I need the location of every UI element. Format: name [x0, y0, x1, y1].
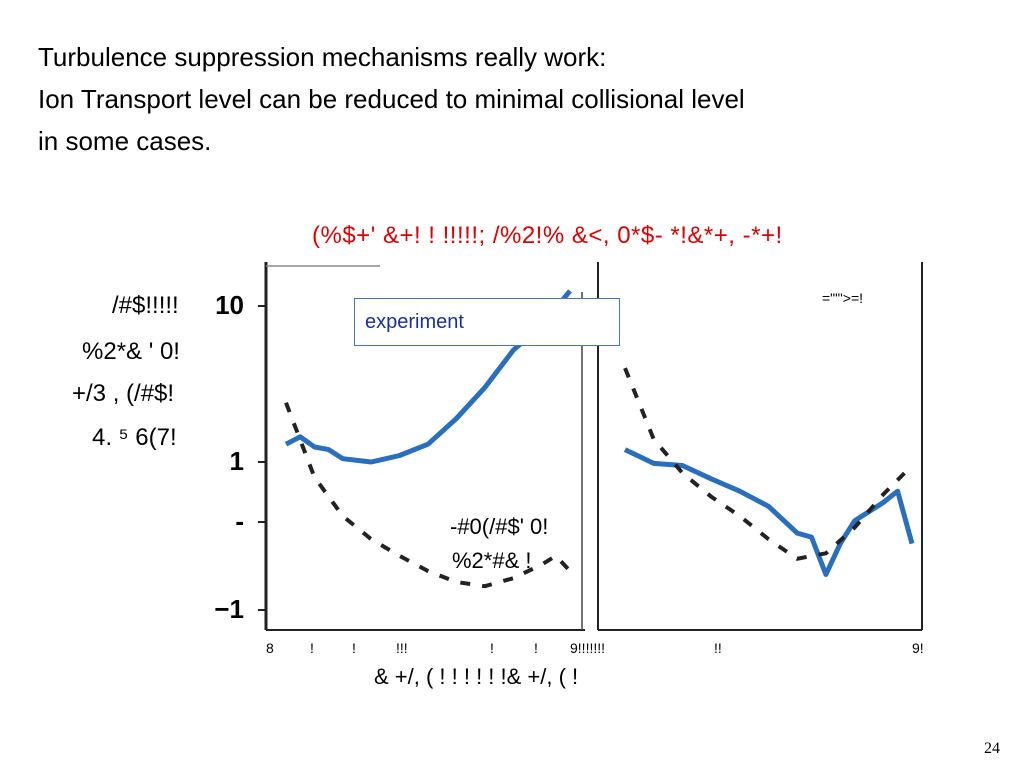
y-tick-group: 10 1 - −1 — [214, 290, 266, 624]
model-dashed-line-panel-2 — [623, 367, 914, 561]
y-tick-label: 10 — [215, 290, 244, 320]
legend-box: experiment — [354, 298, 620, 346]
ylabel-line-4: 4. ⁵ 6(7! — [92, 424, 177, 451]
top-right-note: =""'>=! — [822, 290, 864, 306]
x-tick-label: ! — [352, 640, 356, 656]
y-tick-label: −1 — [214, 594, 244, 624]
left-panel — [264, 262, 585, 631]
slide-title-line-2: Ion Transport level can be reduced to mi… — [38, 84, 745, 114]
ylabel-line-3: +/3 , (/#$! — [72, 380, 175, 407]
y-tick-label: - — [235, 506, 244, 536]
y-tick-label: 1 — [230, 446, 244, 476]
x-tick-label: !! — [714, 640, 722, 656]
x-tick-label: 9!!!!!!! — [570, 640, 606, 656]
right-panel — [597, 262, 923, 631]
legend-experiment-label: experiment — [365, 311, 464, 333]
model-dashed-line-panel-1 — [284, 401, 572, 589]
ylabel-line-2: %2*& ' 0! — [82, 338, 180, 365]
experiment-line-panel-1 — [284, 289, 572, 465]
slide-title-line-1: Turbulence suppression mechanisms really… — [38, 42, 607, 72]
series-layer — [284, 289, 915, 589]
x-tick-label: ! — [534, 640, 538, 656]
annotation-line-2: %2*#& ! — [452, 548, 532, 573]
annotation-line-1: -#0(/#$' 0! — [450, 514, 549, 539]
x-axis-label: & +/, ( ! ! ! ! ! !& +/, ( ! — [374, 664, 579, 689]
x-tick-label: 9! — [912, 640, 924, 656]
x-tick-label: ! — [310, 640, 314, 656]
chart-red-heading: (%$+' &+! ! !!!!!; /%2!% &<, 0*$- *!&*+,… — [312, 222, 783, 249]
x-tick-label: 8 — [266, 640, 274, 656]
x-tick-label: ! — [490, 640, 494, 656]
ylabel-line-1: /#$!!!!! — [112, 292, 179, 319]
slide-title-line-3: in some cases. — [38, 126, 212, 156]
x-tick-label: !!! — [396, 640, 408, 656]
page-number: 24 — [984, 740, 1000, 757]
experiment-line-panel-2 — [623, 447, 915, 577]
